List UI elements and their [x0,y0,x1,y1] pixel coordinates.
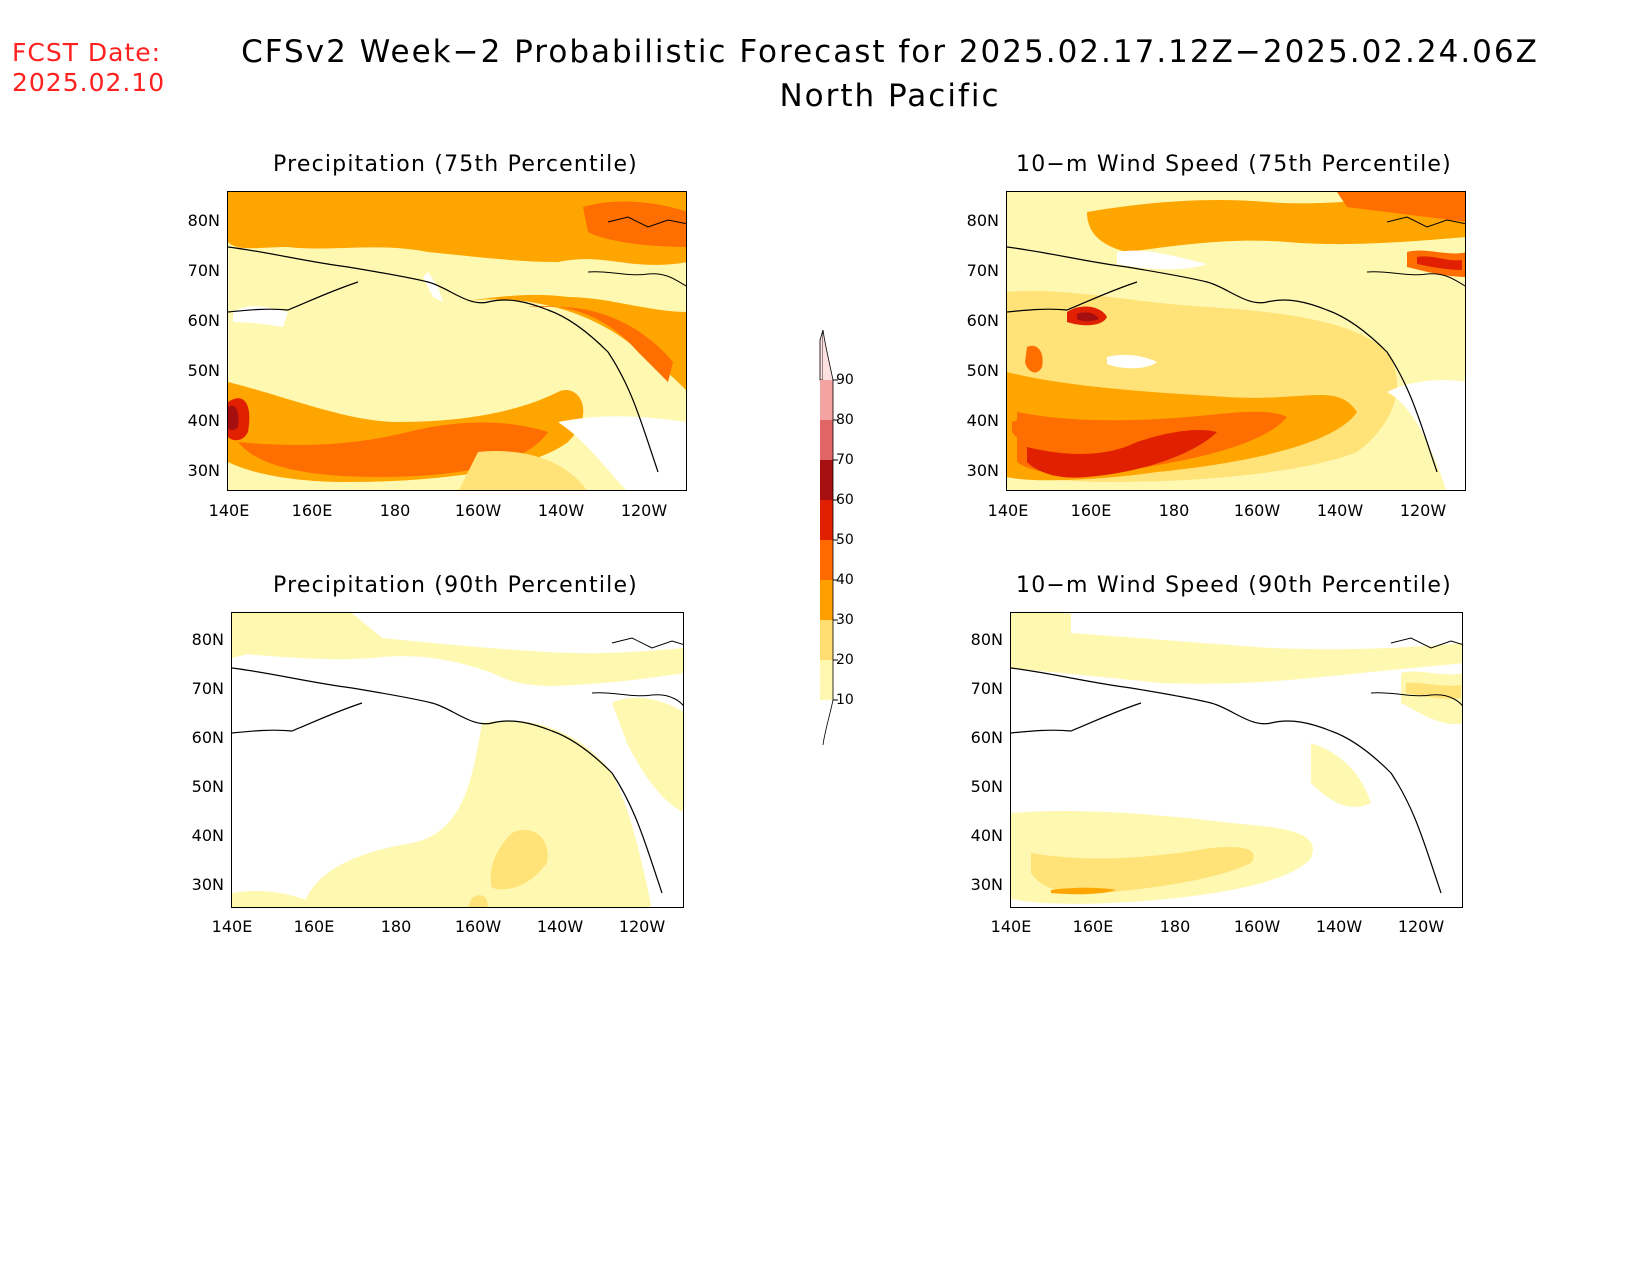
lon-label: 160W [454,917,502,936]
lat-label: 60N [966,311,999,330]
lon-label: 180 [379,501,411,520]
lat-label: 30N [187,461,220,480]
lon-label: 180 [380,917,412,936]
lat-label: 40N [191,826,224,845]
lon-label: 120W [1397,917,1445,936]
lon-label: 160E [1072,917,1114,936]
panel-title: Precipitation (75th Percentile) [273,152,638,177]
lat-label: 40N [966,411,999,430]
lat-label: 80N [970,630,1003,649]
lon-label: 140W [1315,917,1363,936]
lon-label: 140E [208,501,250,520]
panel-title: 10−m Wind Speed (90th Percentile) [1016,573,1452,598]
lat-label: 70N [970,679,1003,698]
colorbar-label: 80 [836,412,854,428]
wind-75-field [1007,192,1465,490]
lon-label: 140W [537,501,585,520]
lon-label: 120W [1399,501,1447,520]
panel-title: 10−m Wind Speed (75th Percentile) [1016,152,1452,177]
lon-label: 180 [1159,917,1191,936]
lon-label: 120W [620,501,668,520]
wind-90-field [1011,613,1462,907]
colorbar-label: 20 [836,652,854,668]
lat-label: 40N [187,411,220,430]
map-area [1006,191,1466,491]
lon-label: 160E [293,917,335,936]
forecast-date-label: FCST Date: 2025.02.10 [12,38,165,98]
colorbar-label: 10 [836,692,854,708]
lat-label: 70N [966,261,999,280]
colorbar-label: 30 [836,612,854,628]
lon-label: 140W [1316,501,1364,520]
fcst-label: FCST Date: [12,38,162,67]
colorbar-label: 70 [836,452,854,468]
colorbar-label: 40 [836,572,854,588]
lat-label: 40N [970,826,1003,845]
lon-label: 160W [1233,501,1281,520]
lat-label: 50N [191,777,224,796]
map-area [1010,612,1463,908]
lat-label: 50N [970,777,1003,796]
precip-90-field [232,613,683,907]
lat-label: 80N [191,630,224,649]
colorbar-graphic [819,330,838,746]
lat-label: 70N [187,261,220,280]
title-line-2: North Pacific [779,78,1001,114]
lat-label: 60N [970,728,1003,747]
lon-label: 160W [454,501,502,520]
lat-label: 30N [966,461,999,480]
lon-label: 180 [1158,501,1190,520]
lon-label: 160W [1233,917,1281,936]
panel-title: Precipitation (90th Percentile) [273,573,638,598]
lon-label: 140E [211,917,253,936]
lon-label: 120W [618,917,666,936]
map-area [227,191,687,491]
title-line-1: CFSv2 Week−2 Probabilistic Forecast for … [241,34,1539,70]
lat-label: 30N [970,875,1003,894]
colorbar-label: 60 [836,492,854,508]
fcst-date: 2025.02.10 [12,68,166,97]
precip-75-field [228,192,686,490]
colorbar-label: 50 [836,532,854,548]
lat-label: 50N [187,361,220,380]
lon-label: 140E [987,501,1029,520]
lon-label: 160E [291,501,333,520]
lat-label: 60N [191,728,224,747]
lat-label: 80N [966,211,999,230]
map-area [231,612,684,908]
lat-label: 30N [191,875,224,894]
lat-label: 60N [187,311,220,330]
lat-label: 80N [187,211,220,230]
lon-label: 160E [1070,501,1112,520]
page-title: CFSv2 Week−2 Probabilistic Forecast for … [180,30,1600,118]
lon-label: 140E [990,917,1032,936]
lon-label: 140W [536,917,584,936]
lat-label: 70N [191,679,224,698]
lat-label: 50N [966,361,999,380]
colorbar-label: 90 [836,372,854,388]
